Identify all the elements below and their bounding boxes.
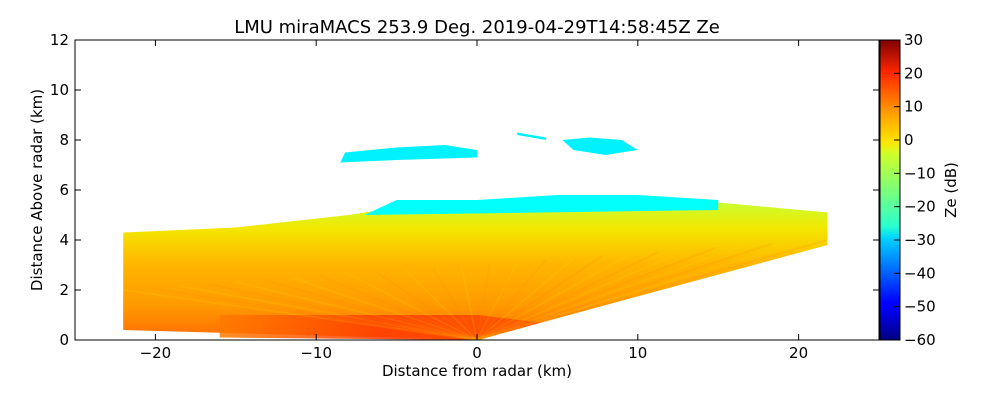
- colorbar-tick-label: −20: [904, 198, 936, 216]
- echo-ray-texture: [476, 247, 716, 340]
- echo-ray-texture: [476, 251, 659, 340]
- colorbar-tick-label: −30: [904, 231, 936, 249]
- echo-ray-texture: [348, 273, 478, 340]
- y-axis-label: Distance Above radar (km): [28, 89, 46, 291]
- echo-ray-texture: [476, 253, 631, 340]
- echo-ray-texture: [235, 281, 478, 340]
- colorbar-tick-label: −60: [904, 331, 936, 349]
- x-axis-label: Distance from radar (km): [382, 362, 572, 380]
- colorbar-tick-label: 10: [904, 98, 923, 116]
- echo-melting-layer-top: [364, 195, 719, 215]
- x-tick-label: −10: [300, 344, 332, 362]
- radar-echo-layers: [123, 132, 828, 340]
- echo-near-surface-strong-echo: [219, 315, 542, 340]
- y-tick-label: 4: [59, 231, 69, 249]
- colorbar: [880, 40, 900, 340]
- y-tick-label: 6: [59, 181, 69, 199]
- y-tick-label: 0: [59, 331, 69, 349]
- echo-ray-texture: [179, 285, 478, 340]
- colorbar-tick-label: 20: [904, 64, 923, 82]
- echo-ray-texture: [476, 243, 772, 340]
- echo-cirrus-west: [340, 145, 477, 163]
- colorbar-tick-label: −50: [904, 298, 936, 316]
- colorbar-tick-label: −40: [904, 264, 936, 282]
- echo-ray-texture: [476, 249, 688, 340]
- echo-ray-texture: [376, 271, 478, 340]
- colorbar-frame: [879, 39, 901, 341]
- x-tick-label: 0: [472, 344, 482, 362]
- x-tick-label: 20: [789, 344, 808, 362]
- echo-ray-texture: [476, 261, 519, 340]
- echo-ray-texture: [123, 289, 478, 340]
- echo-ray-texture: [476, 239, 828, 340]
- echo-ray-texture: [476, 257, 575, 340]
- x-axis-ticks: −20 −10 0 10 20: [140, 40, 808, 362]
- colorbar-ticks: 30 20 10 0 −10 −20 −30 −40 −50 −60: [894, 31, 936, 349]
- echo-ray-texture: [476, 255, 603, 340]
- echo-ray-texture: [291, 277, 478, 340]
- echo-ray-texture: [151, 287, 478, 340]
- echo-ray-texture: [263, 279, 478, 340]
- echo-ray-texture: [432, 267, 478, 340]
- x-tick-label: 10: [628, 344, 647, 362]
- echo-ray-texture: [476, 245, 744, 340]
- colorbar-tick-label: 30: [904, 31, 923, 49]
- x-tick-label: −20: [140, 344, 172, 362]
- echo-ray-texture: [476, 263, 491, 340]
- y-axis-ticks: 0 2 4 6 8 10 12: [50, 31, 879, 349]
- echo-ray-texture: [460, 265, 478, 340]
- echo-ray-texture: [404, 269, 478, 340]
- echo-ray-texture: [320, 275, 478, 340]
- colorbar-label: Ze (dB): [942, 162, 960, 218]
- echo-cirrus-east: [562, 137, 638, 155]
- echo-ray-texture: [207, 283, 478, 340]
- y-tick-label: 8: [59, 131, 69, 149]
- colorbar-tick-label: −10: [904, 164, 936, 182]
- y-tick-label: 2: [59, 281, 69, 299]
- y-tick-label: 10: [50, 81, 69, 99]
- chart-title: LMU miraMACS 253.9 Deg. 2019-04-29T14:58…: [234, 17, 720, 38]
- colorbar-tick-label: 0: [904, 131, 914, 149]
- y-tick-label: 12: [50, 31, 69, 49]
- echo-ray-texture: [476, 259, 547, 340]
- echo-cirrus-east-small: [517, 132, 547, 140]
- echo-ray-texture: [476, 241, 800, 340]
- echo-main-rain-layer: [123, 200, 828, 340]
